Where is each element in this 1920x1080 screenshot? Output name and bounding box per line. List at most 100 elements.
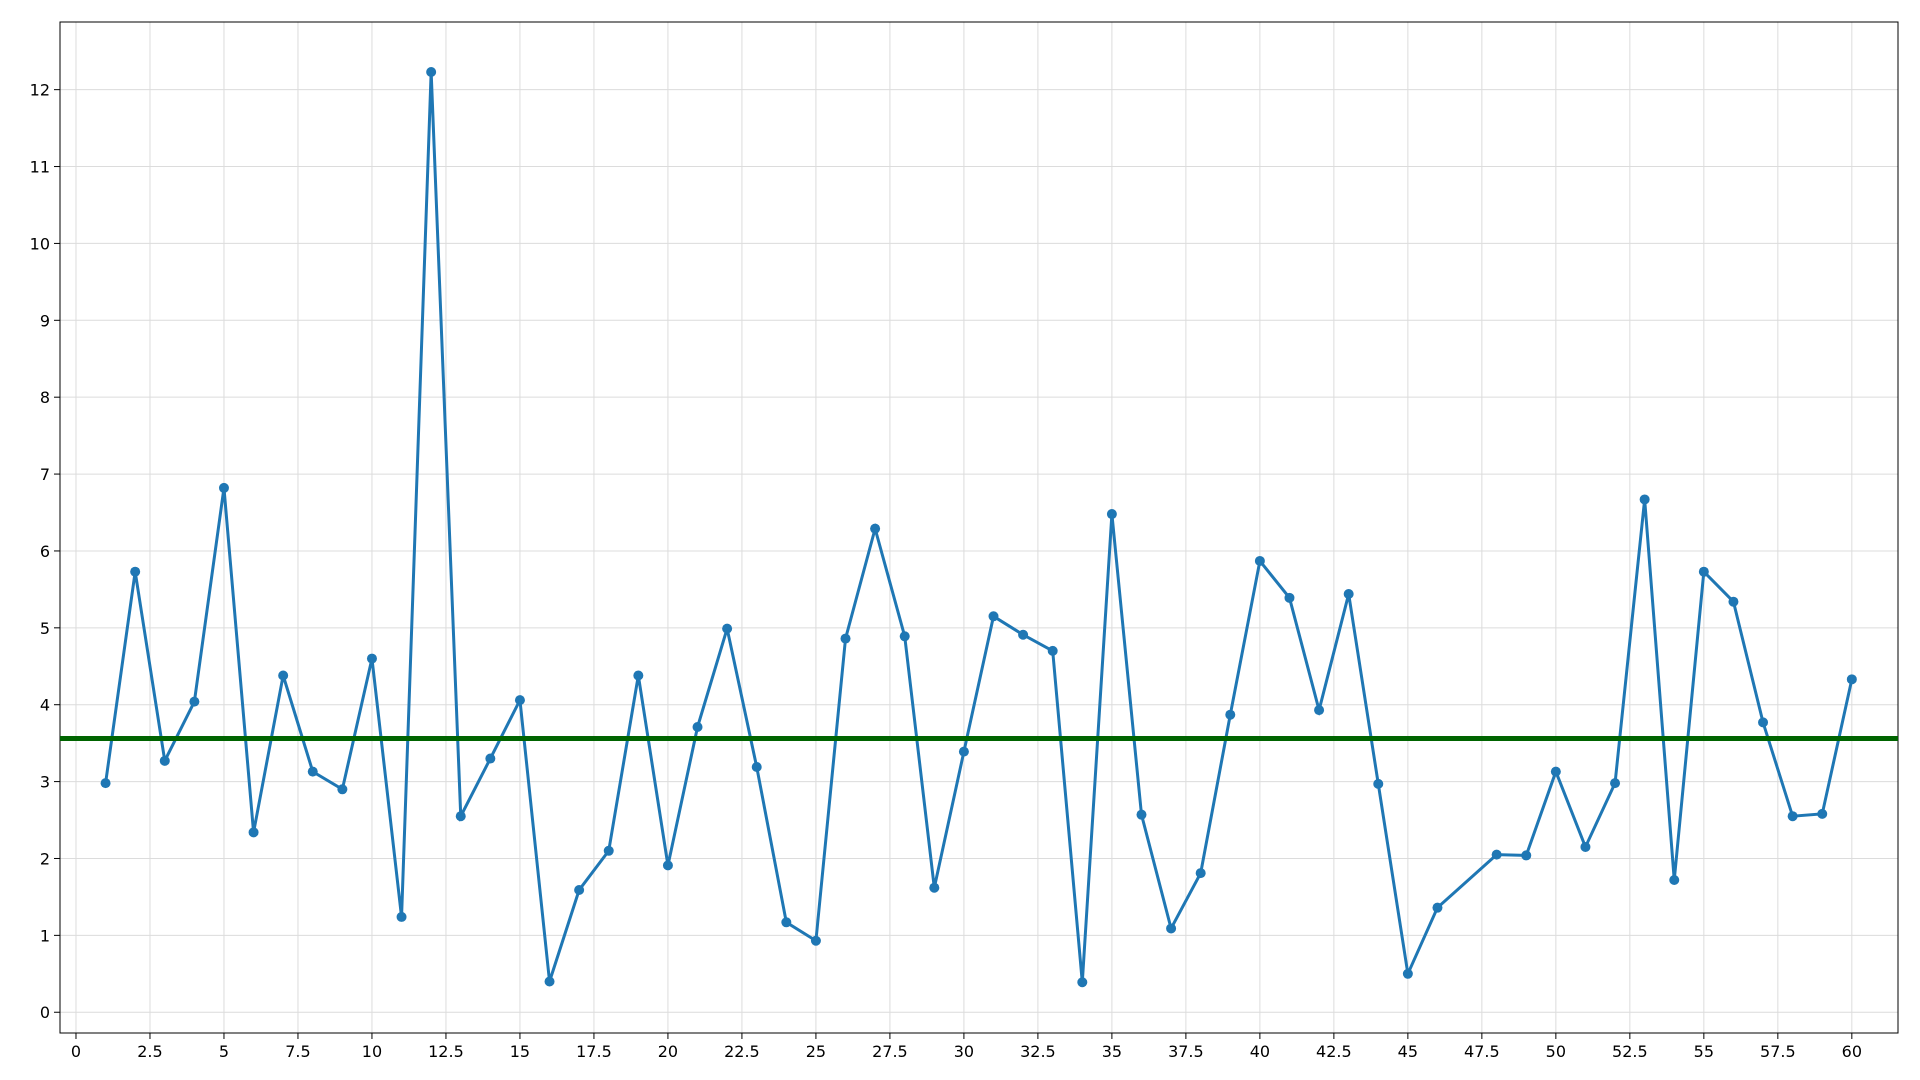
data-point [544, 976, 555, 987]
data-point [1314, 705, 1325, 716]
data-point [1580, 841, 1591, 852]
data-point [337, 784, 348, 795]
y-tick-label: 7 [40, 465, 50, 484]
x-tick-label: 57.5 [1760, 1042, 1796, 1061]
data-point [1106, 509, 1117, 520]
data-point [1491, 849, 1502, 860]
data-point [958, 746, 969, 757]
data-point [1817, 808, 1828, 819]
data-point [810, 935, 821, 946]
data-point [1373, 778, 1384, 789]
data-point [1521, 850, 1532, 861]
data-point [1136, 809, 1147, 820]
y-tick-label: 9 [40, 311, 50, 330]
data-point [1343, 589, 1354, 600]
data-point [1195, 868, 1206, 879]
data-point [1166, 923, 1177, 934]
data-point [1550, 766, 1561, 777]
x-tick-label: 50 [1546, 1042, 1566, 1061]
y-tick-label: 5 [40, 619, 50, 638]
x-tick-label: 0 [71, 1042, 81, 1061]
y-tick-label: 3 [40, 773, 50, 792]
data-point [1254, 555, 1265, 566]
x-tick-label: 30 [954, 1042, 974, 1061]
data-point [1047, 645, 1058, 656]
data-point [692, 722, 703, 733]
y-tick-label: 1 [40, 926, 50, 945]
data-point [662, 860, 673, 871]
y-tick-label: 2 [40, 849, 50, 868]
plot-frame [59, 21, 1899, 1034]
data-point [722, 623, 733, 634]
y-tick-label: 4 [40, 696, 50, 715]
data-point [1669, 875, 1680, 886]
data-point [396, 911, 407, 922]
data-point [1402, 968, 1413, 979]
x-tick-label: 47.5 [1464, 1042, 1500, 1061]
data-point [633, 670, 644, 681]
x-tick-label: 2.5 [137, 1042, 162, 1061]
data-point [1639, 494, 1650, 505]
data-point [514, 695, 525, 706]
x-tick-label: 12.5 [428, 1042, 464, 1061]
data-point [278, 670, 289, 681]
data-point [574, 884, 585, 895]
x-tick-label: 52.5 [1612, 1042, 1648, 1061]
data-point [1018, 629, 1029, 640]
x-tick-label: 55 [1694, 1042, 1714, 1061]
data-point [1787, 811, 1798, 822]
y-tick-label: 12 [30, 81, 50, 100]
data-point [988, 611, 999, 622]
x-tick-label: 40 [1250, 1042, 1270, 1061]
data-point [899, 631, 910, 642]
data-point [1758, 717, 1769, 728]
data-point [100, 778, 111, 789]
x-tick-label: 7.5 [285, 1042, 310, 1061]
x-tick-label: 22.5 [724, 1042, 760, 1061]
data-point [307, 766, 318, 777]
data-point [130, 566, 141, 577]
y-tick-label: 11 [30, 158, 50, 177]
data-point [218, 482, 229, 493]
data-point [870, 523, 881, 534]
x-tick-label: 20 [658, 1042, 678, 1061]
y-tick-label: 10 [30, 234, 50, 253]
y-tick-label: 8 [40, 388, 50, 407]
data-point [929, 882, 940, 893]
data-point [455, 811, 466, 822]
data-point [751, 761, 762, 772]
data-point [159, 755, 170, 766]
data-point [840, 633, 851, 644]
data-point [1077, 977, 1088, 988]
x-tick-label: 60 [1842, 1042, 1862, 1061]
data-point [1432, 902, 1443, 913]
y-tick-label: 6 [40, 542, 50, 561]
x-tick-label: 42.5 [1316, 1042, 1352, 1061]
data-point [1284, 592, 1295, 603]
x-tick-label: 15 [510, 1042, 530, 1061]
x-tick-label: 10 [362, 1042, 382, 1061]
data-point [1698, 566, 1709, 577]
data-point [1610, 778, 1621, 789]
x-tick-label: 32.5 [1020, 1042, 1056, 1061]
x-tick-label: 27.5 [872, 1042, 908, 1061]
data-point [248, 827, 259, 838]
x-tick-label: 37.5 [1168, 1042, 1204, 1061]
data-point [485, 753, 496, 764]
x-tick-label: 5 [219, 1042, 229, 1061]
x-tick-label: 35 [1102, 1042, 1122, 1061]
data-point [603, 845, 614, 856]
x-tick-label: 17.5 [576, 1042, 612, 1061]
data-point [366, 653, 377, 664]
y-tick-label: 0 [40, 1003, 50, 1022]
data-point [781, 917, 792, 928]
data-point [189, 696, 200, 707]
x-tick-label: 25 [806, 1042, 826, 1061]
data-point [1728, 596, 1739, 607]
data-point [426, 66, 437, 77]
data-point [1225, 709, 1236, 720]
x-tick-label: 45 [1398, 1042, 1418, 1061]
data-point [1846, 674, 1857, 685]
